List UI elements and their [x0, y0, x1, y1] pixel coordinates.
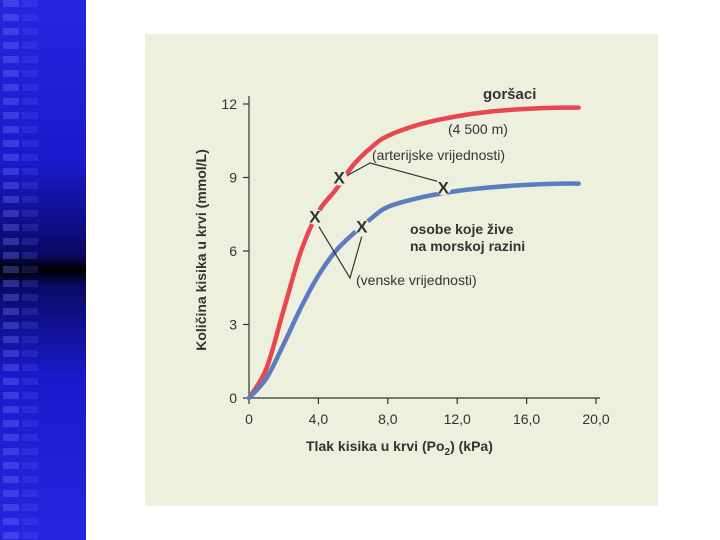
y-tick-label: 12: [221, 96, 237, 112]
sidebar-pattern: [3, 0, 19, 540]
x-tick-label: 4,0: [309, 411, 329, 427]
marker-bg-blue-venous: [353, 218, 370, 235]
leader-lines: [318, 162, 438, 280]
y-tick-label: 6: [229, 243, 237, 259]
venous-leader: [318, 226, 363, 280]
marker-bg-red-arterial: [331, 169, 348, 186]
annotation-high-title: goršaci: [483, 86, 536, 103]
y-tick-label: 3: [229, 317, 237, 333]
annotation-venous: (venske vrijednosti): [356, 272, 477, 288]
annotation-sea-line2: na morskoj razini: [410, 238, 525, 254]
marker-red-venous: X: [309, 208, 321, 227]
x-axis-label-unit: ) (kPa): [450, 438, 493, 454]
annotation-high-altitude: (4 500 m): [448, 121, 508, 137]
x-tick-label: 20,0: [582, 411, 609, 427]
sea-level-curve: [246, 181, 581, 401]
y-axis-label: Količina kisika u krvi (mmol/L): [193, 149, 209, 351]
axes: 0 3 6 9 12 0 4,0 8,0 12,0 16,0 20,0: [221, 96, 610, 427]
markers: X X X X: [306, 169, 452, 237]
highlander-curve: [246, 105, 581, 401]
arterial-leader: [346, 162, 438, 182]
marker-bg-red-venous: [306, 208, 323, 225]
x-axis-label: Tlak kisika u krvi (Po2) (kPa): [306, 438, 493, 458]
y-tick-label: 9: [229, 170, 237, 186]
y-tick-label: 0: [229, 390, 237, 406]
marker-blue-arterial: X: [438, 178, 450, 197]
sidebar-pattern-2: [22, 0, 38, 540]
curves: [246, 105, 581, 401]
chart-panel: [145, 34, 658, 506]
x-tick-label: 12,0: [444, 411, 471, 427]
annotation-arterial: (arterijske vrijednosti): [372, 147, 505, 163]
x-tick-label: 8,0: [378, 411, 398, 427]
marker-blue-venous: X: [356, 218, 368, 237]
slide-sidebar: [0, 0, 86, 540]
marker-bg-blue-arterial: [435, 179, 452, 196]
annotation-sea-line1: osobe koje žive: [410, 221, 514, 237]
x-axis-label-sub: 2: [445, 447, 451, 458]
x-tick-label: 0: [245, 411, 253, 427]
x-tick-label: 16,0: [513, 411, 540, 427]
marker-red-arterial: X: [334, 169, 346, 188]
